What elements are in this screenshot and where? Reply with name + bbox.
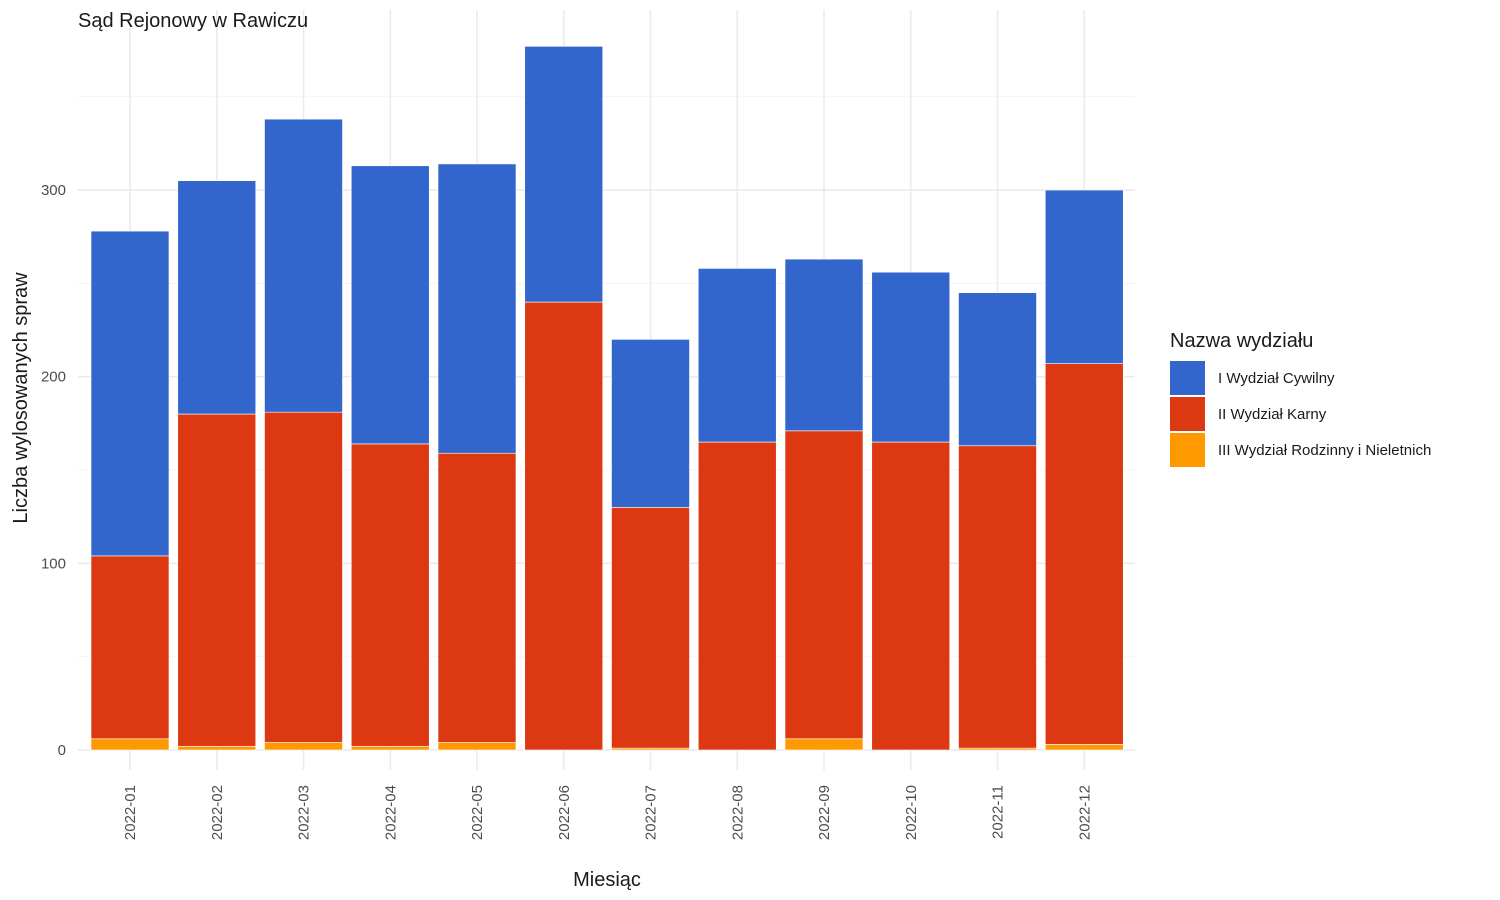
x-tick-label: 2022-03 [296,785,313,840]
bar-segment [437,163,517,454]
x-tick-label: 2022-05 [469,785,486,840]
bar-segment [697,268,777,443]
bar-segment [871,441,951,751]
legend: Nazwa wydziału I Wydział Cywilny II Wydzi… [1170,330,1431,467]
bar-segment [1044,189,1124,364]
y-tick-label: 200 [41,369,66,386]
legend-title: Nazwa wydziału [1170,330,1313,352]
bar-segment [264,742,343,751]
x-tick-label: 2022-12 [1076,785,1093,840]
legend-swatch [1170,397,1205,431]
bar-segment [524,46,604,303]
chart-title: Sąd Rejonowy w Rawiczu [78,10,308,32]
y-tick-label: 0 [58,742,66,759]
bar-segment [437,452,517,743]
x-tick-label: 2022-02 [209,785,226,840]
bar-segment [350,165,430,445]
x-axis-title: Miesiąc [573,869,641,891]
x-tick-label: 2022-07 [643,785,660,840]
y-axis-ticks: 0 100 200 300 [41,182,66,759]
y-tick-label: 100 [41,555,66,572]
x-tick-label: 2022-01 [122,785,139,840]
y-axis-title: Liczba wylosowanych spraw [10,272,32,524]
bar-segment [784,430,864,740]
bar-segment [437,742,517,751]
bar-segment [784,258,864,432]
bar-segment [90,555,170,740]
bar-segment [177,413,257,747]
bar-segment [350,745,430,751]
y-tick-label: 300 [41,182,66,199]
x-axis-ticks: 2022-01 2022-02 2022-03 2022-04 2022-05 2022-… [122,785,1093,840]
bars [90,46,1124,751]
bar-segment [784,738,864,751]
bar-segment [1044,363,1124,745]
bar-segment [871,271,951,443]
bar-segment [524,301,604,751]
bar-segment [611,507,690,749]
bar-segment [697,441,777,751]
x-tick-label: 2022-11 [990,785,1007,839]
bar-segment [958,445,1037,749]
bar-segment [1044,744,1124,751]
bar-segment [350,443,430,747]
bar-segment [264,411,343,743]
x-tick-label: 2022-10 [903,785,920,840]
legend-swatch [1170,433,1205,467]
x-tick-label: 2022-06 [556,785,573,840]
bar-segment [264,118,343,413]
bar-segment [958,292,1037,447]
bar-segment [611,339,690,508]
legend-label: II Wydział Karny [1218,406,1327,423]
legend-label: III Wydział Rodzinny i Nieletnich [1218,442,1431,459]
bar-segment [177,745,257,751]
bar-segment [90,738,170,751]
legend-label: I Wydział Cywilny [1218,370,1335,387]
bar-segment [177,180,257,415]
x-tick-label: 2022-08 [729,785,746,840]
x-tick-label: 2022-09 [816,785,833,840]
x-tick-label: 2022-04 [382,785,399,840]
legend-swatch [1170,361,1205,395]
bar-segment [90,230,170,557]
